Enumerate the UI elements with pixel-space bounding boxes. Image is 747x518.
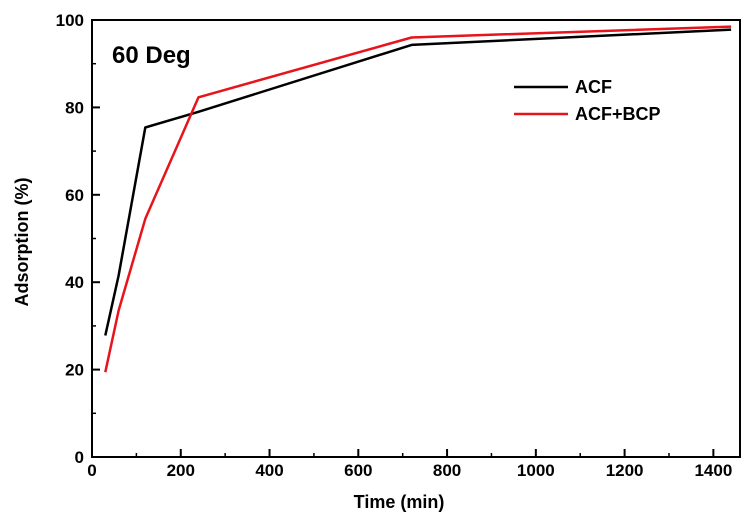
x-tick-label: 600 (344, 461, 372, 480)
legend: ACF ACF+BCP (514, 77, 661, 124)
y-tick-label: 40 (65, 273, 84, 292)
x-tick-label: 1400 (694, 461, 732, 480)
series-line-acf-bcp (104, 25, 732, 373)
x-tick-label: 1000 (517, 461, 555, 480)
y-tick-label: 100 (56, 11, 84, 30)
x-tick-label: 1200 (606, 461, 644, 480)
y-axis-ticks: 0 20 40 60 80 100 (56, 11, 100, 467)
x-tick-label: 200 (167, 461, 195, 480)
x-tick-label: 400 (255, 461, 283, 480)
x-axis-ticks: 0 200 400 600 800 1000 1200 1400 (87, 449, 732, 480)
legend-label-acf-bcp: ACF+BCP (575, 104, 661, 124)
y-tick-label: 80 (65, 98, 84, 117)
y-axis-title: Adsorption (%) (12, 178, 32, 307)
plot-frame (91, 19, 741, 458)
chart-annotation: 60 Deg (112, 42, 191, 69)
series-line-acf (104, 28, 732, 336)
series-layer (104, 25, 732, 373)
x-axis-title: Time (min) (354, 492, 445, 512)
legend-label-acf: ACF (575, 77, 612, 97)
y-tick-label: 60 (65, 186, 84, 205)
x-tick-label: 0 (87, 461, 96, 480)
y-tick-label: 20 (65, 361, 84, 380)
x-tick-label: 800 (433, 461, 461, 480)
y-tick-label: 0 (75, 448, 84, 467)
